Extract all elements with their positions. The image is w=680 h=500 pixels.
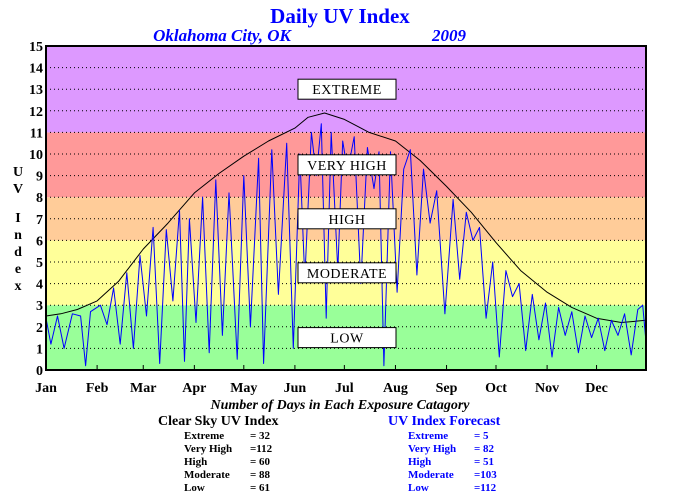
y-tick-label: 15: [29, 40, 43, 55]
band-label-text: LOW: [330, 332, 364, 347]
band-label-very-high: VERY HIGH: [297, 154, 397, 176]
x-tick-label: May: [230, 381, 257, 396]
y-tick-label: 2: [36, 321, 43, 336]
band-label-high: HIGH: [297, 208, 397, 230]
stat-row-low: Low = 61: [184, 482, 271, 494]
band-label-text: HIGH: [329, 213, 366, 228]
x-tick-label: Aug: [383, 381, 408, 396]
chart-subtitle-year: 2009: [431, 26, 467, 45]
x-tick-label: Jul: [335, 381, 354, 396]
y-axis-label-letter: U: [13, 165, 23, 180]
chart-title: Daily UV Index: [270, 4, 410, 28]
stat-row-very-high: Very High =112: [184, 443, 273, 455]
band-label-box: [297, 154, 397, 176]
band-label-box: [297, 262, 397, 284]
x-tick-label: Mar: [130, 381, 156, 396]
x-tick-label: Jan: [35, 381, 57, 396]
x-tick-label: Oct: [485, 381, 507, 396]
band-label-text: MODERATE: [307, 267, 387, 282]
x-tick-label: Feb: [86, 381, 109, 396]
forecast-stats-title: UV Index Forecast: [388, 414, 501, 429]
y-tick-label: 13: [29, 83, 43, 98]
y-axis-label-letter: d: [14, 245, 22, 260]
y-tick-label: 9: [36, 170, 43, 185]
plot-frame: [45, 45, 647, 371]
band-label-moderate: MODERATE: [297, 262, 397, 284]
y-tick-label: 5: [36, 256, 43, 271]
stat-row-high: High = 51: [408, 456, 495, 468]
x-tick-label: Apr: [182, 381, 206, 396]
series-line-clear-sky-uv-index: [45, 112, 647, 323]
stat-row-moderate: Moderate =103: [408, 469, 497, 481]
stat-row-very-high: Very High = 82: [408, 443, 495, 455]
y-tick-label: 6: [36, 234, 43, 249]
y-tick-label: 10: [29, 148, 43, 163]
y-axis-label-letter: n: [14, 228, 22, 243]
gridlines: [46, 67, 646, 349]
uv-category-labels: LOW MODERATE HIGH VERY HIGH EXTREME: [297, 78, 397, 349]
y-axis-label-letter: V: [13, 182, 23, 197]
y-axis-label-letter: x: [15, 279, 22, 294]
chart-subtitle-location: Oklahoma City, OK: [153, 26, 292, 45]
y-tick-label: 12: [29, 105, 43, 120]
band-label-box: [297, 78, 397, 100]
x-tick-label: Nov: [535, 381, 559, 396]
clear-sky-stats: Clear Sky UV Index Extreme = 32 Very High…: [158, 414, 278, 495]
band-label-text: VERY HIGH: [307, 159, 387, 174]
band-label-box: [297, 327, 397, 349]
y-axis-label-letter: I: [15, 211, 20, 226]
x-tick-label: Dec: [585, 381, 608, 396]
y-axis-label-letter: e: [15, 262, 21, 277]
stats-caption: Number of Days in Each Exposure Catagory: [210, 398, 470, 413]
x-tick-label: Jun: [284, 381, 307, 396]
y-tick-label: 0: [36, 364, 43, 379]
band-label-box: [297, 208, 397, 230]
y-tick-label: 11: [30, 126, 43, 141]
y-tick-label: 14: [29, 62, 43, 77]
band-label-low: LOW: [297, 327, 397, 349]
band-label-text: EXTREME: [312, 83, 382, 98]
y-tick-label: 7: [36, 213, 43, 228]
clear-sky-stats-title: Clear Sky UV Index: [158, 414, 279, 429]
y-tick-label: 4: [36, 278, 43, 293]
stat-row-high: High = 60: [184, 456, 271, 468]
x-axis-ticks: Jan Feb Mar Apr May Jun Jul Aug Sep Oct Nov Dec: [35, 365, 608, 396]
x-tick-label: Sep: [436, 381, 458, 396]
y-tick-label: 3: [36, 299, 43, 314]
y-tick-label: 1: [36, 342, 43, 357]
stat-row-extreme: Extreme = 32: [184, 430, 271, 442]
forecast-stats: UV Index Forecast Extreme = 5 Very High = …: [388, 414, 500, 495]
y-tick-label: 8: [36, 191, 43, 206]
stat-row-extreme: Extreme = 5: [408, 430, 489, 442]
stat-row-moderate: Moderate = 88: [184, 469, 271, 481]
stat-row-low: Low =112: [408, 482, 497, 494]
band-label-extreme: EXTREME: [297, 78, 397, 100]
